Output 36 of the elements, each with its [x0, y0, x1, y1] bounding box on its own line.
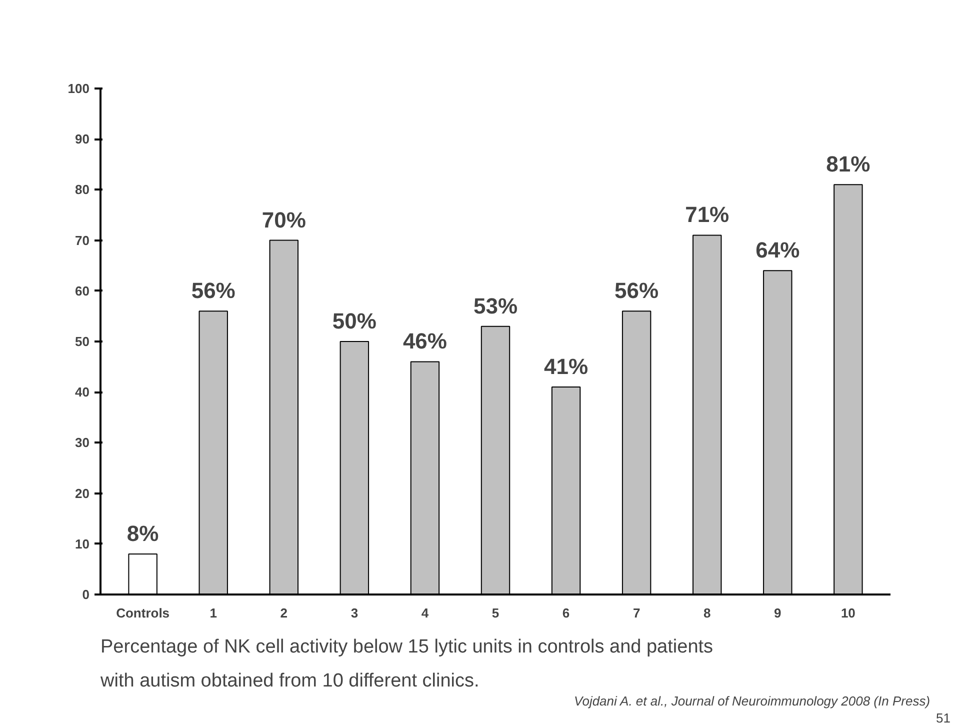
y-tick-label: 60 [75, 283, 90, 298]
x-tick-label: 2 [280, 606, 288, 620]
data-label: 53% [473, 293, 518, 318]
y-tick-label: 90 [75, 132, 90, 147]
text: Vojdani A. et al., Journal of Neuroimmunology 2008 (In Press) [574, 694, 930, 708]
x-tick-label: 8 [703, 606, 711, 620]
y-tick-label: 70 [75, 232, 90, 248]
y-tick-label: 10 [75, 536, 90, 552]
x-tick-label: 4 [421, 606, 430, 620]
y-tick-label: 20 [75, 486, 90, 501]
data-label: 70% [262, 207, 306, 232]
x-tick-label: Controls [116, 606, 170, 620]
x-tick-label: 9 [774, 606, 782, 620]
x-tick-label: 5 [492, 606, 500, 620]
x-tick-label: 10 [840, 606, 856, 620]
data-label: 71% [685, 202, 730, 228]
y-tick-label: 80 [75, 182, 90, 198]
x-tick-label: 3 [350, 606, 358, 620]
x-tick-label: 6 [562, 606, 570, 620]
y-tick-label: 40 [75, 384, 90, 400]
y-tick-label: 100 [68, 81, 90, 96]
y-tick-label: 30 [75, 435, 90, 450]
data-label: 8% [126, 521, 159, 546]
text: 51 [936, 710, 951, 725]
x-tick-label: 1 [210, 606, 217, 620]
y-tick-label: 0 [82, 587, 90, 602]
data-label: 46% [402, 328, 447, 354]
y-tick-label: 50 [75, 334, 90, 349]
data-label: 56% [191, 278, 236, 304]
data-label: 64% [756, 238, 800, 263]
data-label: 41% [544, 354, 588, 380]
data-label: 50% [332, 308, 376, 334]
text: Percentage of NK cell activity below 15 lytic units in controls and patients with autism obtained from 10 different clinics. [100, 636, 714, 692]
data-label: 81% [826, 152, 870, 177]
x-tick-label: 7 [632, 606, 640, 620]
data-label: 56% [614, 278, 659, 304]
